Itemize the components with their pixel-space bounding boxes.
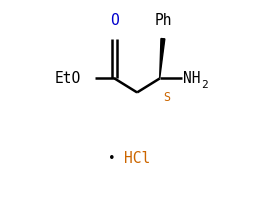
Text: Ph: Ph: [154, 13, 172, 28]
Text: HCl: HCl: [124, 150, 150, 166]
Polygon shape: [160, 38, 165, 78]
Text: •: •: [107, 152, 115, 164]
Text: NH: NH: [183, 71, 201, 86]
Text: EtO: EtO: [54, 71, 81, 86]
Text: S: S: [163, 91, 170, 104]
Text: 2: 2: [201, 80, 208, 90]
Text: O: O: [110, 13, 119, 28]
